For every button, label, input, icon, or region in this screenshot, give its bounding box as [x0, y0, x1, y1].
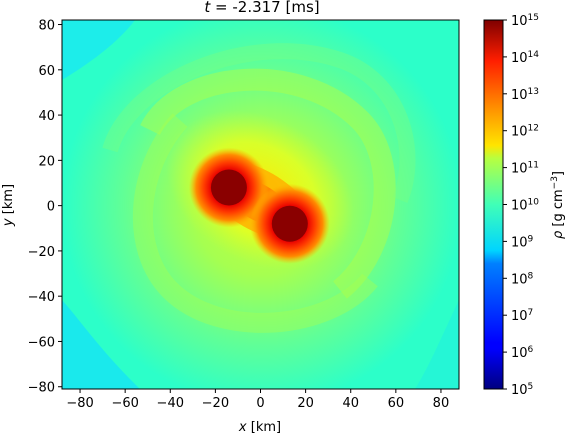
colorbar-tick-label: 1014: [511, 50, 539, 66]
cold-region-lower-right: [415, 300, 459, 389]
y-axis: −80 −60 −40 −20 0 20 40 60 80: [28, 19, 62, 396]
colorbar-tick-label: 1012: [511, 124, 539, 140]
y-tick-label: 0: [47, 200, 55, 215]
chart-title: t = -2.317 [ms]: [204, 0, 319, 16]
x-tick-label: −60: [111, 396, 138, 411]
stars-layer: [188, 147, 330, 264]
colorbar-tick-label: 106: [511, 345, 534, 361]
y-tick-label: 60: [38, 64, 55, 79]
y-tick-label: 40: [38, 109, 55, 124]
x-axis: −80 −60 −40 −20 0 20 40 60 80: [66, 389, 449, 411]
spiral-arm-3: [102, 43, 416, 203]
y-tick-label: −40: [28, 290, 55, 305]
colorbar-tick-label: 1010: [511, 198, 539, 214]
colorbar-tick-label: 1011: [511, 161, 539, 177]
heatmap-plot-area: [62, 20, 459, 389]
y-tick-label: 80: [38, 19, 55, 34]
colorbar-tick-label: 1015: [511, 13, 539, 29]
x-tick-label: 0: [256, 396, 264, 411]
spiral-arm-2: [132, 113, 378, 333]
x-tick-label: −80: [66, 396, 93, 411]
y-tick-label: −60: [28, 335, 55, 350]
spiral-arm-1: [140, 68, 396, 299]
colorbar-ticks: 1015 1014 1013 1012 1011 1010 109 108 107 106 105: [503, 13, 539, 398]
x-tick-label: 60: [388, 396, 405, 411]
x-axis-label: x [km]: [238, 420, 281, 435]
colorbar-tick-label: 109: [511, 234, 534, 250]
star-core: [210, 169, 247, 206]
colorbar: [483, 19, 504, 390]
x-tick-label: 40: [342, 396, 359, 411]
colorbar-tick-label: 105: [511, 382, 533, 398]
star-core: [271, 205, 308, 242]
colorbar-tick-label: 107: [511, 308, 533, 324]
colorbar-tick-label: 108: [511, 271, 534, 287]
x-tick-label: −40: [157, 396, 184, 411]
colorbar-label: ρ [g cm−3]: [550, 171, 566, 239]
y-axis-label: y [km]: [1, 184, 16, 227]
y-tick-label: −20: [28, 245, 55, 260]
cold-region-upper-left: [62, 20, 135, 80]
y-tick-label: −80: [28, 381, 55, 396]
x-tick-label: −20: [202, 396, 229, 411]
x-tick-label: 20: [297, 396, 314, 411]
x-tick-label: 80: [433, 396, 450, 411]
cold-region-lower-left: [62, 300, 140, 389]
y-tick-label: 20: [38, 154, 55, 169]
colorbar-tick-label: 1013: [511, 87, 539, 103]
